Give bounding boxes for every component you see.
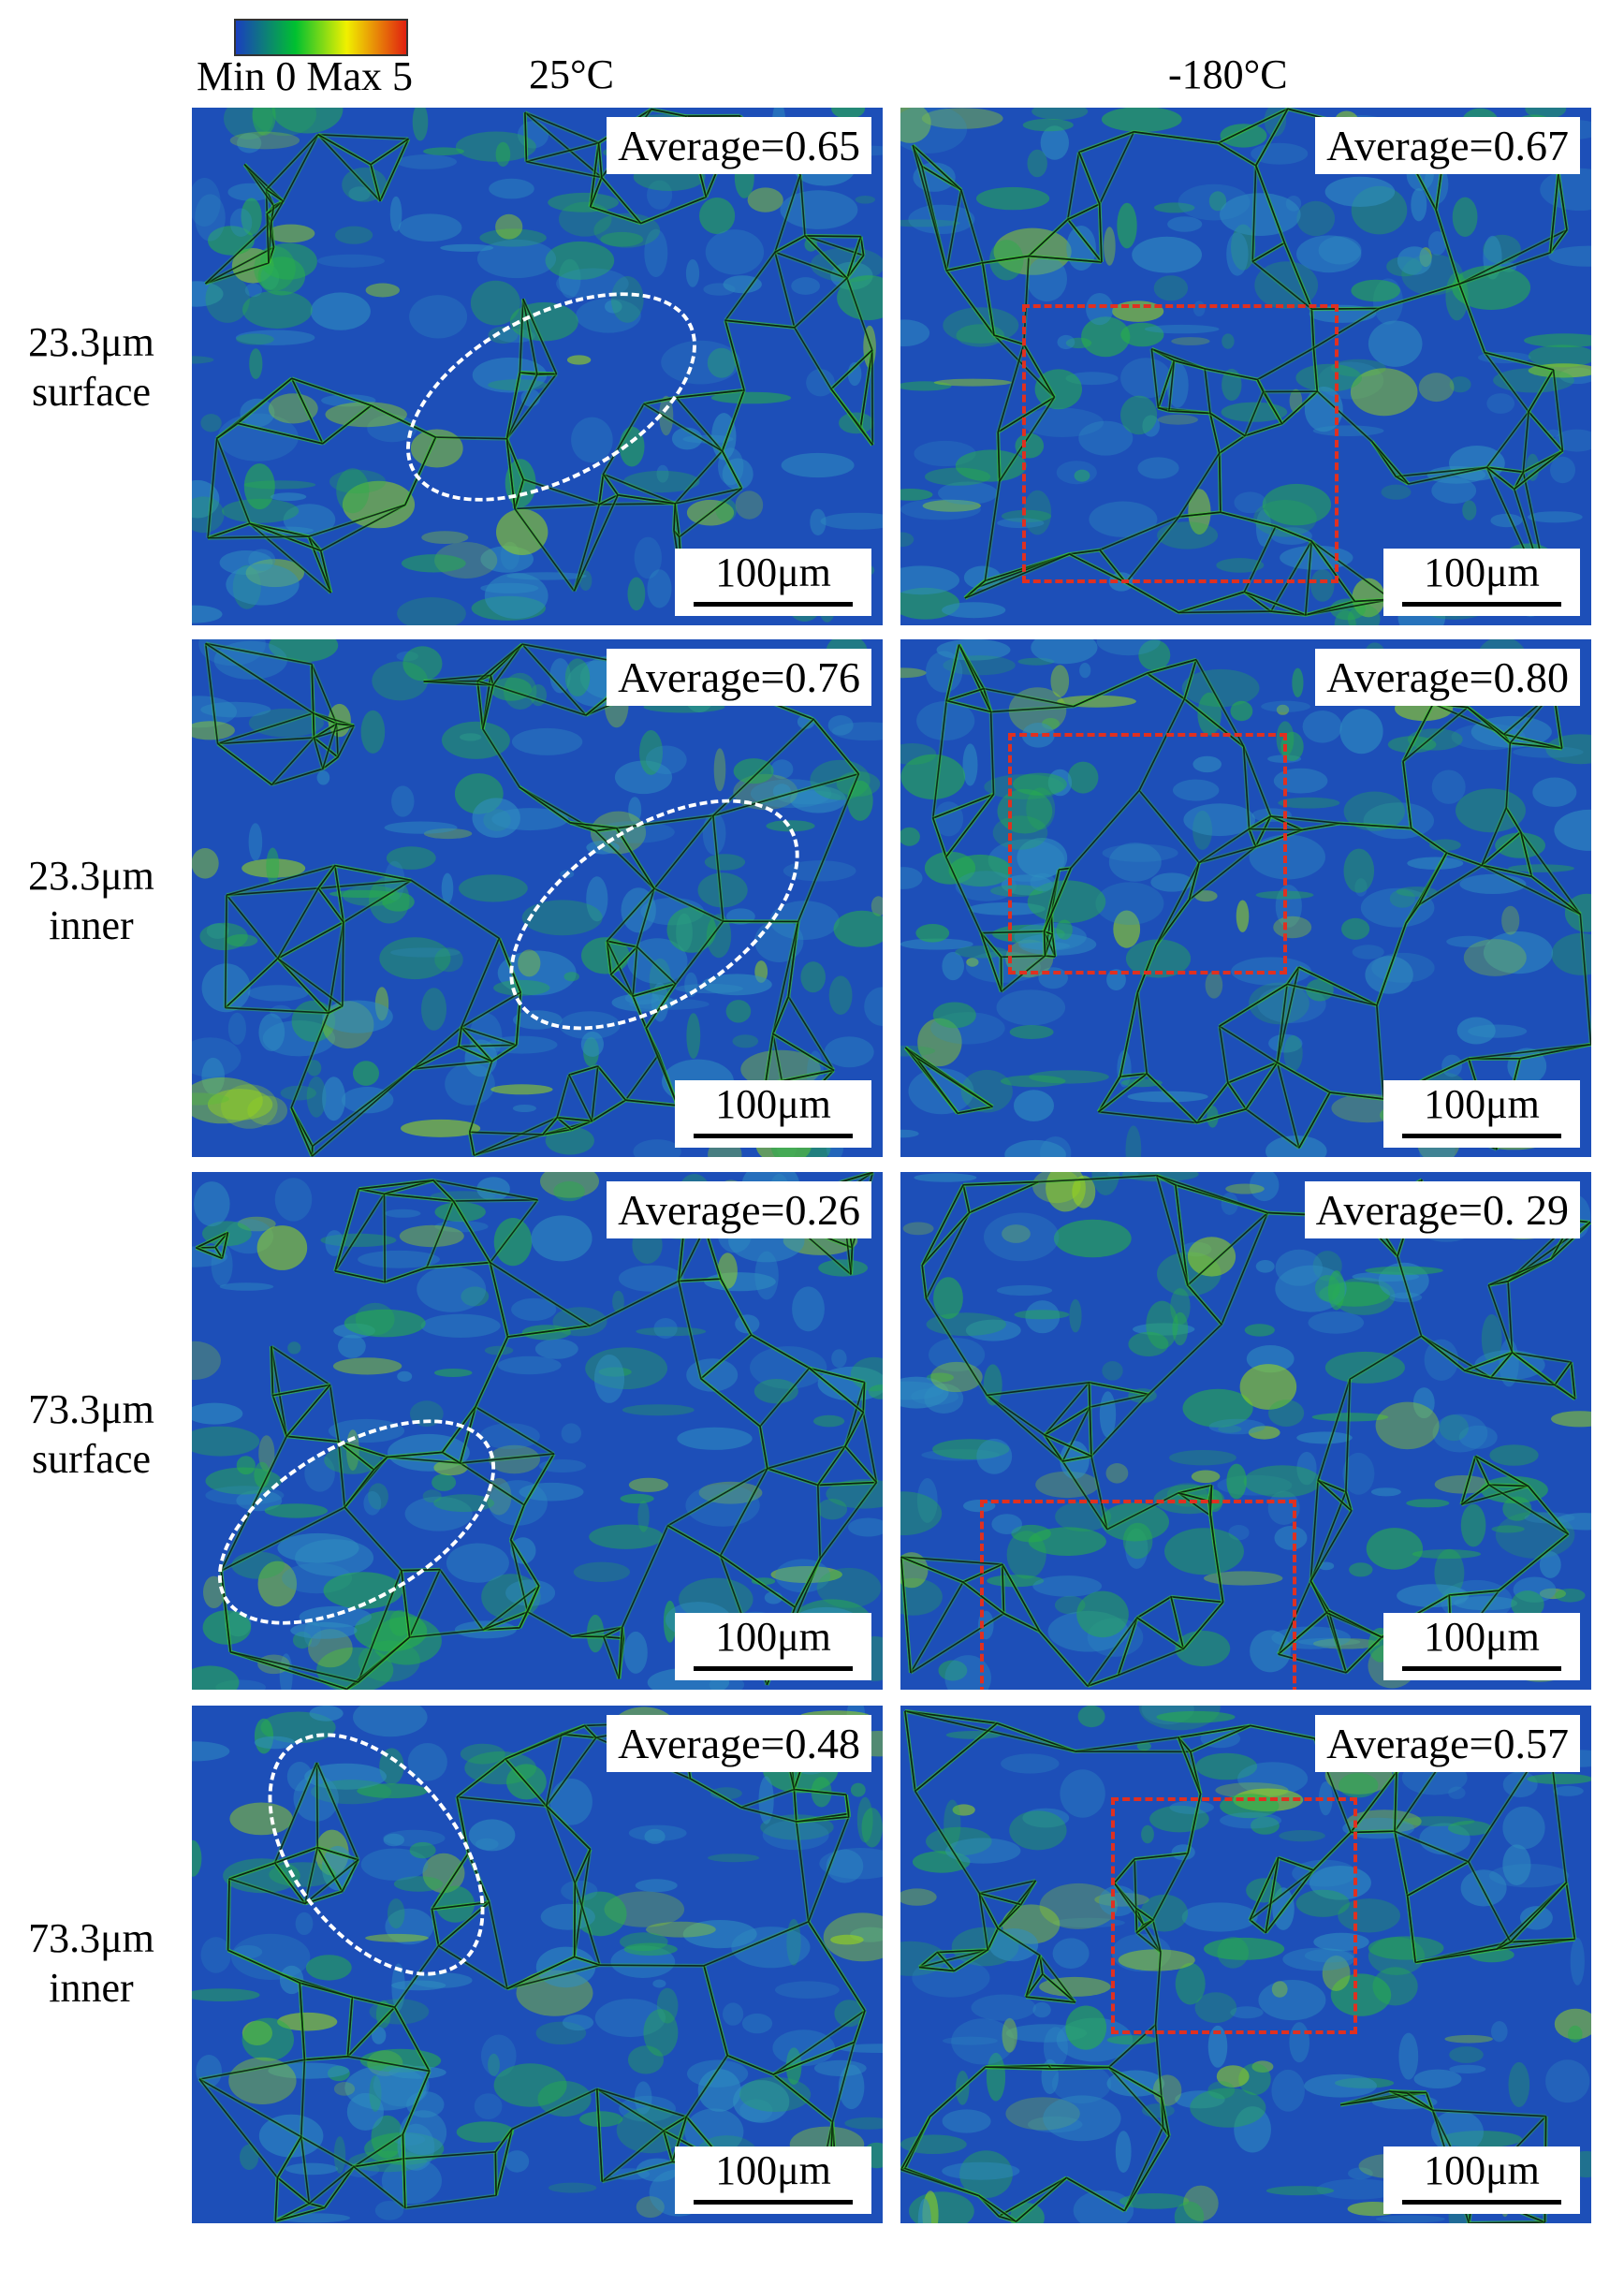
average-label: Average=0.76 <box>607 649 871 706</box>
scale-bar: 100μm <box>1383 2146 1580 2214</box>
average-label: Average=0.67 <box>1315 117 1580 174</box>
average-label: Average=0.26 <box>607 1181 871 1238</box>
kam-map-panel: Average=0.48 100μm <box>192 1706 883 2223</box>
microstructure-map <box>900 108 1591 625</box>
scale-bar: 100μm <box>675 1080 871 1148</box>
row-label-2: 23.3μm inner <box>28 853 154 948</box>
color-scale-label: Min 0 Max 5 <box>197 53 413 99</box>
average-label: Average=0.65 <box>607 117 871 174</box>
row-label-4: 73.3μm inner <box>28 1915 154 2011</box>
kam-map-panel: Average=0. 29 100μm <box>900 1172 1591 1690</box>
column-header-25c: 25°C <box>529 51 614 97</box>
kam-map-panel: Average=0.57 100μm <box>900 1706 1591 2223</box>
scale-bar: 100μm <box>675 2146 871 2214</box>
average-label: Average=0.80 <box>1315 649 1580 706</box>
scale-bar: 100μm <box>675 549 871 616</box>
row-label-3: 73.3μm surface <box>28 1386 154 1482</box>
kam-map-panel: Average=0.26 100μm <box>192 1172 883 1690</box>
color-scale-bar <box>234 19 408 56</box>
column-header-minus180c: -180°C <box>1168 51 1288 97</box>
scale-bar: 100μm <box>1383 1080 1580 1148</box>
average-label: Average=0.57 <box>1315 1715 1580 1772</box>
average-label: Average=0.48 <box>607 1715 871 1772</box>
scale-bar: 100μm <box>1383 1613 1580 1680</box>
scale-bar: 100μm <box>1383 549 1580 616</box>
microstructure-map <box>192 108 883 625</box>
average-label: Average=0. 29 <box>1304 1181 1580 1238</box>
kam-map-panel: Average=0.76 100μm <box>192 639 883 1157</box>
microstructure-map <box>900 1172 1591 1690</box>
kam-map-panel: Average=0.80 100μm <box>900 639 1591 1157</box>
microstructure-map <box>192 639 883 1157</box>
kam-map-panel: Average=0.67 100μm <box>900 108 1591 625</box>
microstructure-map <box>192 1706 883 2223</box>
scale-bar: 100μm <box>675 1613 871 1680</box>
kam-map-panel: Average=0.65 100μm <box>192 108 883 625</box>
row-label-1: 23.3μm surface <box>28 319 154 415</box>
